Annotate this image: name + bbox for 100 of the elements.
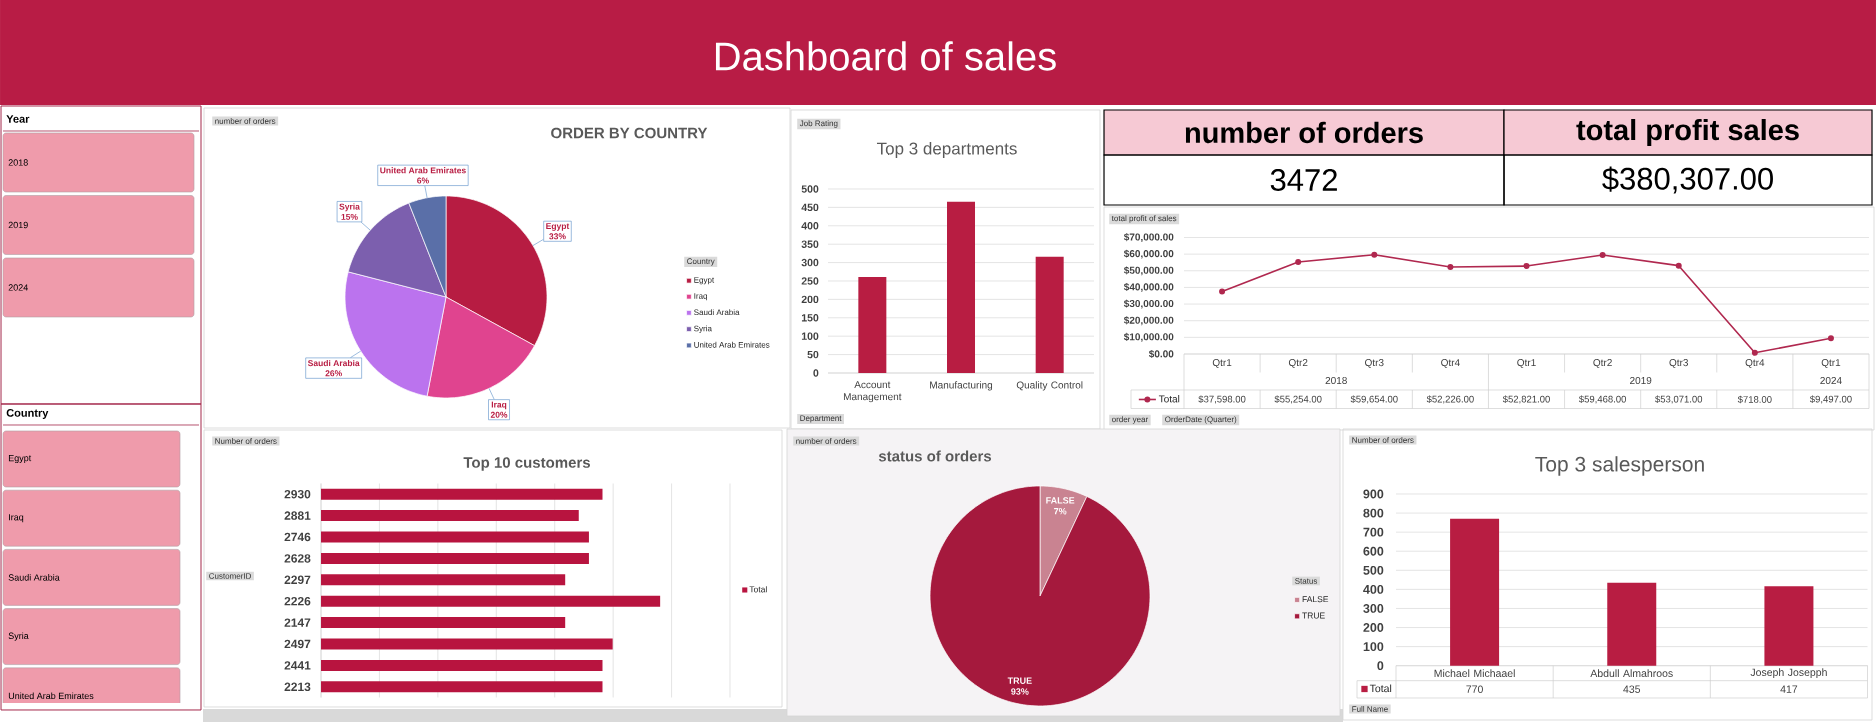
y-tick-label: 2930	[284, 489, 311, 499]
text: Egypt	[8, 454, 32, 464]
y-tick-label: 800	[1363, 508, 1384, 518]
y-tick-label: 2147	[284, 618, 311, 627]
text: Syria	[8, 632, 29, 641]
y-tick-label: 200	[801, 295, 819, 304]
y-tick-label: 2881	[284, 511, 311, 520]
point	[1295, 259, 1302, 266]
bar	[321, 617, 566, 629]
y-tick-label: 250	[801, 277, 819, 285]
y-tick-label: 350	[801, 240, 819, 248]
point	[1599, 252, 1606, 259]
y-tick-label: 2441	[284, 661, 311, 670]
x-tick-label: Qtr2	[1288, 359, 1308, 368]
x-tick-label: Qtr1	[1212, 359, 1232, 368]
text: 2024	[8, 284, 28, 291]
x-tick-label: Qtr1	[1821, 359, 1841, 368]
data-label: 6%	[417, 177, 429, 184]
x-tick-label: Joseph Josepph	[1750, 668, 1827, 679]
y-tick-label: $0.00	[1148, 349, 1174, 359]
chart-title: status of orders	[878, 450, 992, 462]
text: United Arab Emirates	[8, 692, 94, 700]
y-tick-label: $70,000.00	[1123, 232, 1174, 242]
legend-label: Syria	[694, 325, 712, 333]
point	[1675, 262, 1682, 269]
legend-label: Total	[749, 586, 767, 593]
data-label: $52,821.00	[1502, 395, 1550, 404]
y-tick-label: 600	[1363, 546, 1384, 556]
bar	[321, 595, 661, 607]
text: 2019	[1630, 376, 1652, 385]
x-tick-label: Qtr4	[1441, 359, 1460, 368]
text: CustomerID	[209, 573, 252, 579]
legend-label: Total	[1369, 684, 1392, 693]
data-label: $52,226.00	[1426, 395, 1474, 404]
text: Country	[6, 409, 49, 419]
text: Department	[800, 415, 842, 423]
bar	[1450, 518, 1500, 666]
chart-title: ORDER BY COUNTRY	[551, 127, 708, 139]
bar	[321, 552, 589, 564]
text: Dashboard of sales	[715, 41, 1056, 71]
x-tick-label: Qtr2	[1593, 359, 1612, 368]
point	[1219, 288, 1226, 295]
text: 2019	[8, 221, 28, 229]
chart-title: Top 3 salesperson	[1535, 456, 1704, 476]
bar	[321, 531, 589, 543]
bar	[947, 201, 976, 373]
point	[1827, 335, 1834, 342]
text: OrderDate (Quarter)	[1165, 416, 1237, 424]
bar	[321, 574, 566, 586]
x-tick-label: Quality Control	[1016, 381, 1083, 391]
bar	[858, 276, 887, 373]
legend-label: Saudi Arabia	[694, 309, 740, 316]
text: order year	[1112, 416, 1149, 424]
legend-label: FALSE	[1302, 596, 1329, 603]
text: total profit sales	[1576, 118, 1799, 147]
x-tick-label: Manufacturing	[930, 381, 993, 391]
legend-label: Egypt	[694, 277, 715, 285]
y-tick-label: $20,000.00	[1123, 316, 1174, 326]
y-tick-label: 2497	[284, 639, 311, 649]
data-label: $37,598.00	[1198, 395, 1246, 404]
text: 3472	[1270, 169, 1337, 191]
y-tick-label: 500	[801, 185, 819, 193]
text: Job Rating	[799, 120, 838, 128]
text: Number of orders	[215, 438, 277, 444]
x-tick-label: Account Management	[843, 381, 902, 403]
legend-label: Iraq	[694, 293, 707, 301]
text: 2024	[1820, 376, 1842, 385]
text: 2018	[1325, 376, 1347, 385]
y-tick-label: 200	[1363, 623, 1384, 632]
text: Full Name	[1352, 706, 1388, 712]
y-tick-label: 450	[801, 203, 819, 212]
text: Iraq	[9, 514, 24, 523]
y-tick-label: 0	[1377, 661, 1384, 671]
text: number of orders	[215, 118, 276, 124]
data-label: $59,468.00	[1578, 395, 1627, 404]
y-tick-label: 2746	[284, 532, 311, 542]
y-tick-label: 2628	[284, 554, 311, 563]
point	[1371, 251, 1378, 258]
point	[1523, 263, 1530, 270]
slice-label: United Arab Emirates	[380, 167, 466, 174]
slice-label: Iraq	[491, 401, 507, 410]
x-tick-label: Qtr1	[1517, 359, 1536, 368]
text: number of orders	[796, 438, 857, 444]
data-label: 93%	[1011, 688, 1029, 695]
text: $380,307.00	[1602, 166, 1773, 194]
slice-label: FALSE	[1046, 497, 1075, 504]
chart-title: Top 10 customers	[463, 457, 591, 471]
text: 2018	[8, 159, 28, 166]
y-tick-label: 100	[1363, 642, 1384, 652]
data-label: $59,654.00	[1350, 395, 1398, 404]
point	[1447, 264, 1454, 271]
data-label: 7%	[1054, 508, 1067, 515]
legend-label: TRUE	[1302, 612, 1325, 619]
legend-label: Total	[1158, 395, 1180, 403]
y-tick-label: 300	[801, 258, 819, 267]
text: number of orders	[1185, 121, 1423, 144]
data-label: 15%	[341, 213, 358, 220]
data-label: 770	[1466, 685, 1483, 693]
y-tick-label: 100	[801, 332, 819, 340]
y-tick-label: 2226	[284, 596, 311, 606]
